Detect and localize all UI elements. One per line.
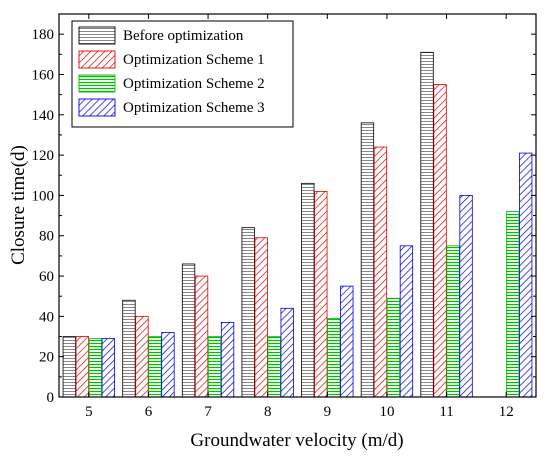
legend-swatch-2: [78, 50, 116, 69]
bar-s3-10: [386, 297, 401, 398]
bar-s3-12: [506, 211, 520, 398]
y-tick-label: 20: [39, 350, 54, 366]
bar-s4-6: [161, 332, 175, 398]
y-tick-label: 60: [39, 269, 54, 285]
y-axis: 0 20 40 60 80 100 120 140 160 180: [32, 27, 536, 406]
y-tick-label: 40: [39, 309, 54, 325]
x-tick-label: 5: [85, 404, 93, 420]
bar-s4-11: [459, 195, 473, 398]
bar-s2-5: [75, 336, 89, 398]
bar-s2-10: [373, 146, 388, 398]
bar-s2-9: [314, 190, 328, 398]
x-axis-title: Groundwater velocity (m/d): [190, 430, 403, 451]
bar-s3-9: [327, 317, 341, 398]
bar-s3-11: [446, 245, 460, 398]
x-tick-label: 8: [264, 404, 272, 420]
bar-s4-5: [101, 338, 115, 398]
x-tick-label: 9: [324, 404, 332, 420]
legend-swatch-1: [78, 26, 116, 45]
bar-s1-11: [420, 51, 434, 398]
bar-s3-5: [88, 338, 102, 398]
legend-label-2: Optimization Scheme 1: [123, 52, 265, 68]
bar-s1-5: [62, 336, 76, 398]
bar-s3-6: [148, 336, 162, 398]
legend-swatch-4: [78, 98, 116, 117]
bars-layer: [62, 51, 533, 398]
bar-s4-12: [519, 152, 533, 398]
y-tick-label: 80: [39, 229, 54, 245]
plot-frame: [58, 13, 537, 398]
legend-swatch-3: [78, 74, 116, 93]
y-tick-label: 100: [32, 188, 55, 204]
legend: Before optimization Optimization Scheme 1…: [71, 20, 294, 128]
bar-s2-11: [433, 84, 447, 398]
bar-s4-8: [280, 307, 294, 398]
bar-s4-9: [340, 285, 354, 398]
y-tick-label: 140: [32, 108, 55, 124]
bar-s1-6: [122, 299, 136, 398]
y-tick-label: 0: [47, 390, 55, 406]
bar-s3-8: [267, 336, 281, 398]
x-tick-label: 7: [204, 404, 212, 420]
bar-s2-7: [194, 275, 209, 398]
bar-s2-6: [135, 315, 149, 398]
x-tick-label: 11: [439, 404, 453, 420]
bar-s1-8: [241, 227, 255, 398]
legend-label-4: Optimization Scheme 3: [123, 100, 265, 116]
x-axis: 5 6 7 8 9 10 11 12: [85, 14, 514, 420]
bar-s1-10: [360, 122, 375, 398]
y-tick-label: 120: [32, 148, 55, 164]
bar-s1-7: [181, 263, 196, 398]
x-tick-label: 6: [145, 404, 153, 420]
legend-label-3: Optimization Scheme 2: [123, 76, 265, 92]
x-tick-label: 10: [379, 404, 394, 420]
bar-s2-8: [254, 237, 268, 398]
x-tick-label: 12: [499, 404, 514, 420]
bar-s3-7: [207, 336, 222, 398]
y-tick-label: 160: [32, 67, 55, 83]
legend-label-1: Before optimization: [123, 28, 244, 44]
bar-s4-10: [399, 245, 414, 398]
y-axis-title: Closure time(d): [8, 145, 29, 265]
bar-s1-9: [301, 182, 315, 398]
bar-s4-7: [220, 322, 235, 398]
y-tick-label: 180: [32, 27, 55, 43]
